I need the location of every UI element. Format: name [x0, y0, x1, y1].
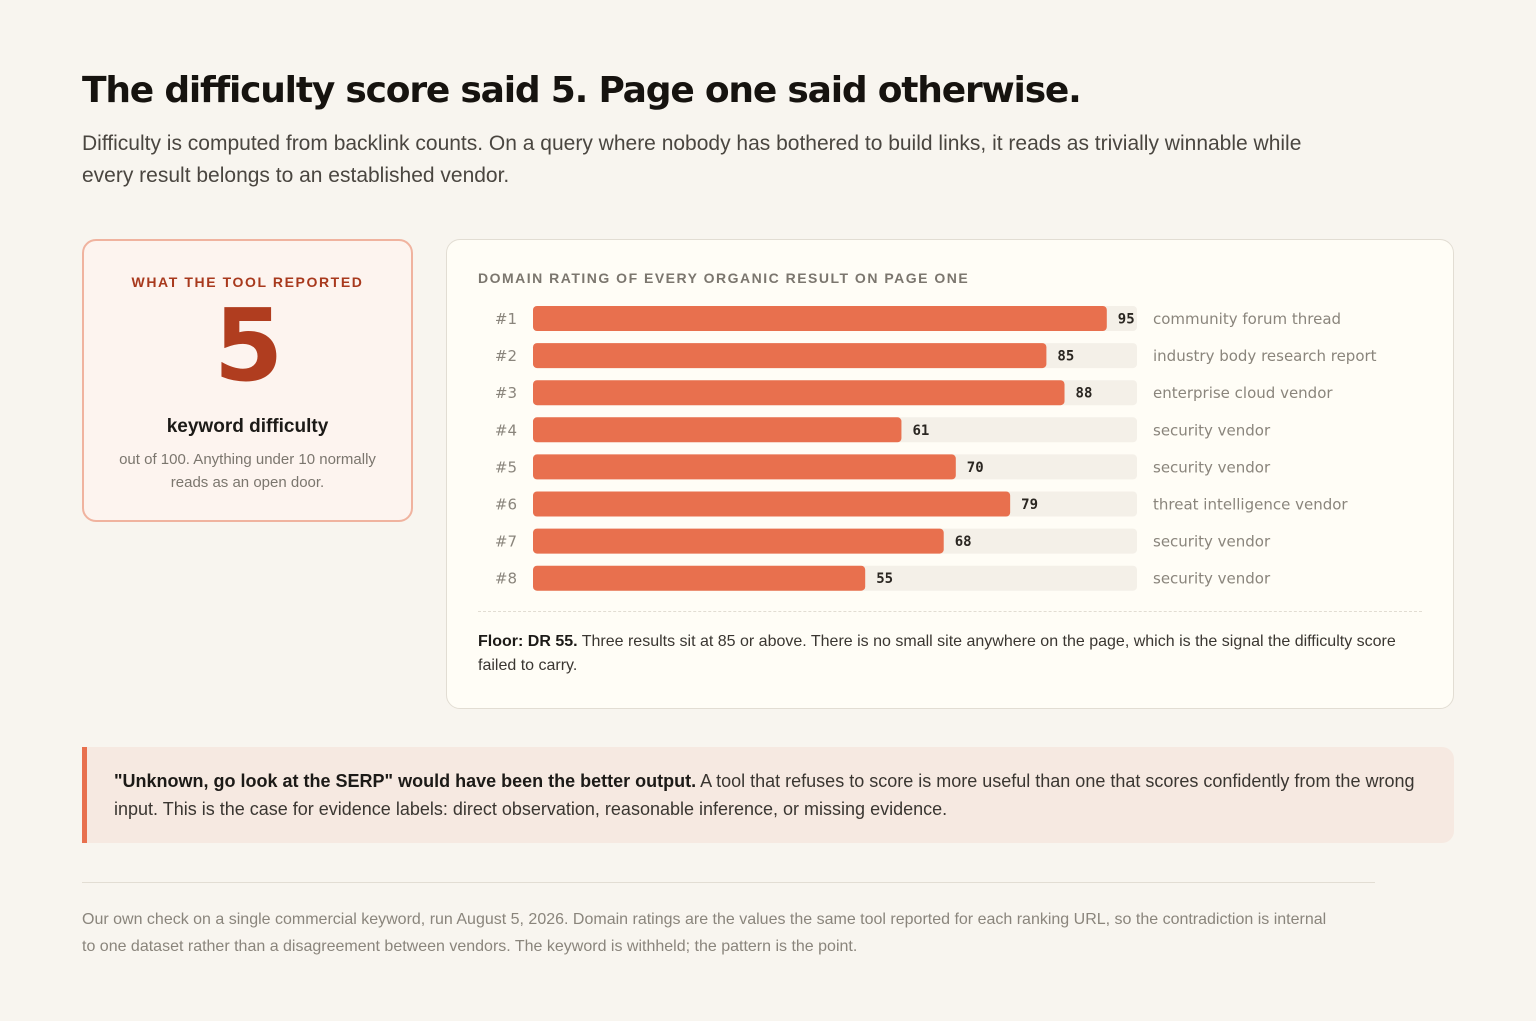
callout-lead: "Unknown, go look at the SERP" would hav… [114, 771, 697, 791]
chart-note-lead: Floor: DR 55. [478, 633, 578, 650]
tool-reported-card: WHAT THE TOOL REPORTED 5 keyword difficu… [82, 239, 413, 522]
footer-note: Our own check on a single commercial key… [82, 911, 1327, 955]
chart-divider [478, 611, 1422, 612]
bar-description: industry body research report [1153, 347, 1377, 365]
bar-description: security vendor [1153, 570, 1271, 588]
bar-value-label: 68 [955, 534, 972, 550]
bar [533, 380, 1065, 406]
bar [533, 528, 944, 554]
callout-body: A tool that refuses to score is more use… [114, 771, 1415, 819]
bar-rank-label: #6 [495, 496, 517, 514]
bar-value-label: 88 [1076, 386, 1093, 402]
difficulty-note: out of 100. Anything under 10 normally r… [119, 451, 376, 491]
bar [533, 565, 866, 591]
bar [533, 306, 1107, 331]
page-subtitle: Difficulty is computed from backlink cou… [82, 132, 1302, 187]
bar [533, 491, 1011, 517]
bar-rank-label: #1 [495, 310, 517, 328]
bar [533, 454, 956, 480]
bar-description: security vendor [1153, 421, 1271, 439]
bar [533, 343, 1047, 369]
bar-value-label: 85 [1057, 349, 1074, 365]
chart-title: DOMAIN RATING OF EVERY ORGANIC RESULT ON… [478, 270, 970, 286]
bar-description: enterprise cloud vendor [1153, 384, 1333, 402]
chart-note-body: Three results sit at 85 or above. There … [478, 633, 1396, 674]
bar [533, 417, 902, 443]
bar-rank-label: #7 [495, 533, 517, 551]
difficulty-label: keyword difficulty [166, 416, 329, 437]
bar-description: threat intelligence vendor [1153, 496, 1348, 514]
bar-description: security vendor [1153, 533, 1271, 551]
bar-value-label: 55 [876, 571, 893, 587]
domain-rating-chart: #1 95 community forum thread #2 85 industry b… [495, 306, 1377, 591]
footer-divider [82, 882, 1375, 883]
bar-rank-label: #4 [495, 421, 517, 439]
tool-card-kicker: WHAT THE TOOL REPORTED [131, 274, 364, 290]
bar-rank-label: #8 [495, 570, 517, 588]
bar-value-label: 61 [912, 423, 929, 439]
difficulty-score: 5 [213, 287, 284, 404]
bar-value-label: 70 [967, 460, 984, 476]
bar-rank-label: #2 [495, 347, 517, 365]
bar-value-label: 95 [1118, 312, 1135, 328]
bar-description: security vendor [1153, 458, 1271, 476]
page-title: The difficulty score said 5. Page one sa… [82, 70, 1082, 111]
bar-rank-label: #3 [495, 384, 517, 402]
callout: "Unknown, go look at the SERP" would hav… [82, 747, 1454, 843]
chart-note: Floor: DR 55. Three results sit at 85 or… [478, 630, 1398, 678]
bar-description: community forum thread [1153, 310, 1341, 328]
bar-rank-label: #5 [495, 458, 517, 476]
bar-value-label: 79 [1021, 497, 1038, 513]
domain-rating-chart-card: DOMAIN RATING OF EVERY ORGANIC RESULT ON… [446, 239, 1454, 709]
